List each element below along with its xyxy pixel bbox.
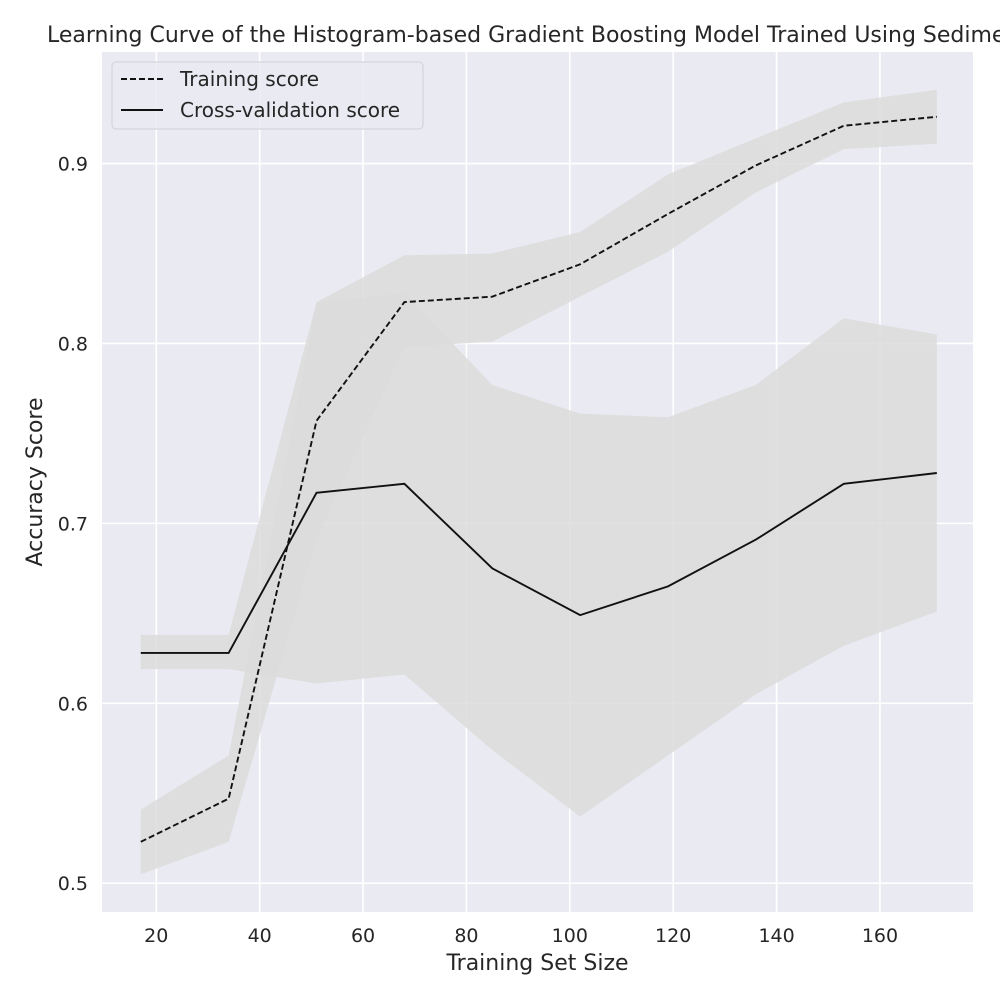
- y-axis-label: Accuracy Score: [23, 397, 48, 566]
- legend-box: [111, 61, 424, 130]
- band-cross-validation: [140, 293, 937, 817]
- x-tick-label: 100: [552, 925, 588, 947]
- line-training: [140, 115, 937, 843]
- x-tick-label: 60: [351, 925, 375, 947]
- confidence-bands: [140, 89, 937, 875]
- line-cross-validation: [140, 472, 937, 654]
- x-tick-label: 120: [655, 925, 691, 947]
- y-tick-label: 0.8: [58, 333, 88, 355]
- series-lines: [140, 115, 937, 843]
- y-tick-label: 0.9: [58, 154, 88, 176]
- chart-title: Learning Curve of the Histogram-based Gr…: [47, 23, 1000, 48]
- y-tick-label: 0.5: [58, 873, 88, 895]
- x-tick-label: 40: [248, 925, 272, 947]
- y-tick-label: 0.7: [58, 513, 88, 535]
- y-tick-label: 0.6: [58, 693, 88, 715]
- legend: Training score Cross-validation score: [111, 61, 424, 130]
- x-tick-label: 80: [454, 925, 478, 947]
- legend-label-cross-validation: Cross-validation score: [180, 98, 400, 122]
- x-tick-label: 140: [758, 925, 794, 947]
- tick-labels: 20 40 60 80 100 120 140 160 0.5 0.6 0.7 0.8 0.9: [58, 154, 898, 947]
- legend-label-training: Training score: [179, 67, 319, 91]
- x-tick-label: 20: [144, 925, 168, 947]
- x-tick-label: 160: [862, 925, 898, 947]
- x-axis-label: Training Set Size: [445, 951, 628, 976]
